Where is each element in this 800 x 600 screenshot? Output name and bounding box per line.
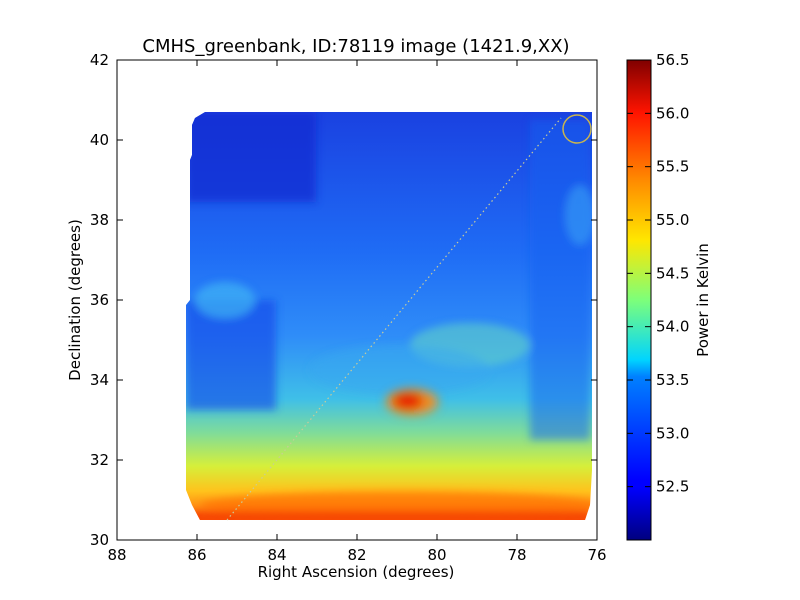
y-axis-ticks: 30 32 34 36 38 40 42 [90, 51, 597, 549]
y-tick-label: 34 [90, 371, 109, 389]
colorbar-tick-label: 53.5 [656, 371, 689, 389]
colorbar-tick-label: 56.5 [656, 51, 689, 69]
x-tick-label: 76 [587, 546, 606, 564]
x-tick-label: 84 [267, 546, 286, 564]
y-tick-label: 42 [90, 51, 109, 69]
y-tick-label: 32 [90, 451, 109, 469]
y-axis-label: Declination (degrees) [66, 219, 84, 381]
y-tick-label: 40 [90, 131, 109, 149]
colorbar-tick-label: 55.5 [656, 158, 689, 176]
x-axis-label: Right Ascension (degrees) [258, 563, 455, 581]
colorbar [626, 59, 652, 541]
x-tick-label: 86 [187, 546, 206, 564]
colorbar-tick-label: 54.5 [656, 264, 689, 282]
colorbar-ticks: 52.5 53.0 53.5 54.0 54.5 55.0 55.5 56.0 56.5 [627, 51, 689, 496]
x-tick-label: 80 [427, 546, 446, 564]
dotted-line [226, 117, 562, 521]
colorbar-tick-label: 53.0 [656, 424, 689, 442]
x-tick-label: 82 [347, 546, 366, 564]
chart-title: CMHS_greenbank, ID:78119 image (1421.9,X… [142, 36, 569, 57]
colorbar-tick-label: 52.5 [656, 478, 689, 496]
colorbar-tick-label: 55.0 [656, 211, 689, 229]
colorbar-tick-label: 56.0 [656, 104, 689, 122]
y-tick-label: 38 [90, 211, 109, 229]
heatmap-image [186, 112, 592, 520]
colorbar-tick-label: 54.0 [656, 318, 689, 336]
y-tick-label: 30 [90, 531, 109, 549]
x-tick-label: 88 [107, 546, 126, 564]
colorbar-label: Power in Kelvin [694, 243, 712, 357]
x-tick-label: 78 [507, 546, 526, 564]
x-axis-ticks: 88 86 84 82 80 78 76 [107, 60, 607, 564]
marker-circle [562, 114, 592, 144]
y-tick-label: 36 [90, 291, 109, 309]
